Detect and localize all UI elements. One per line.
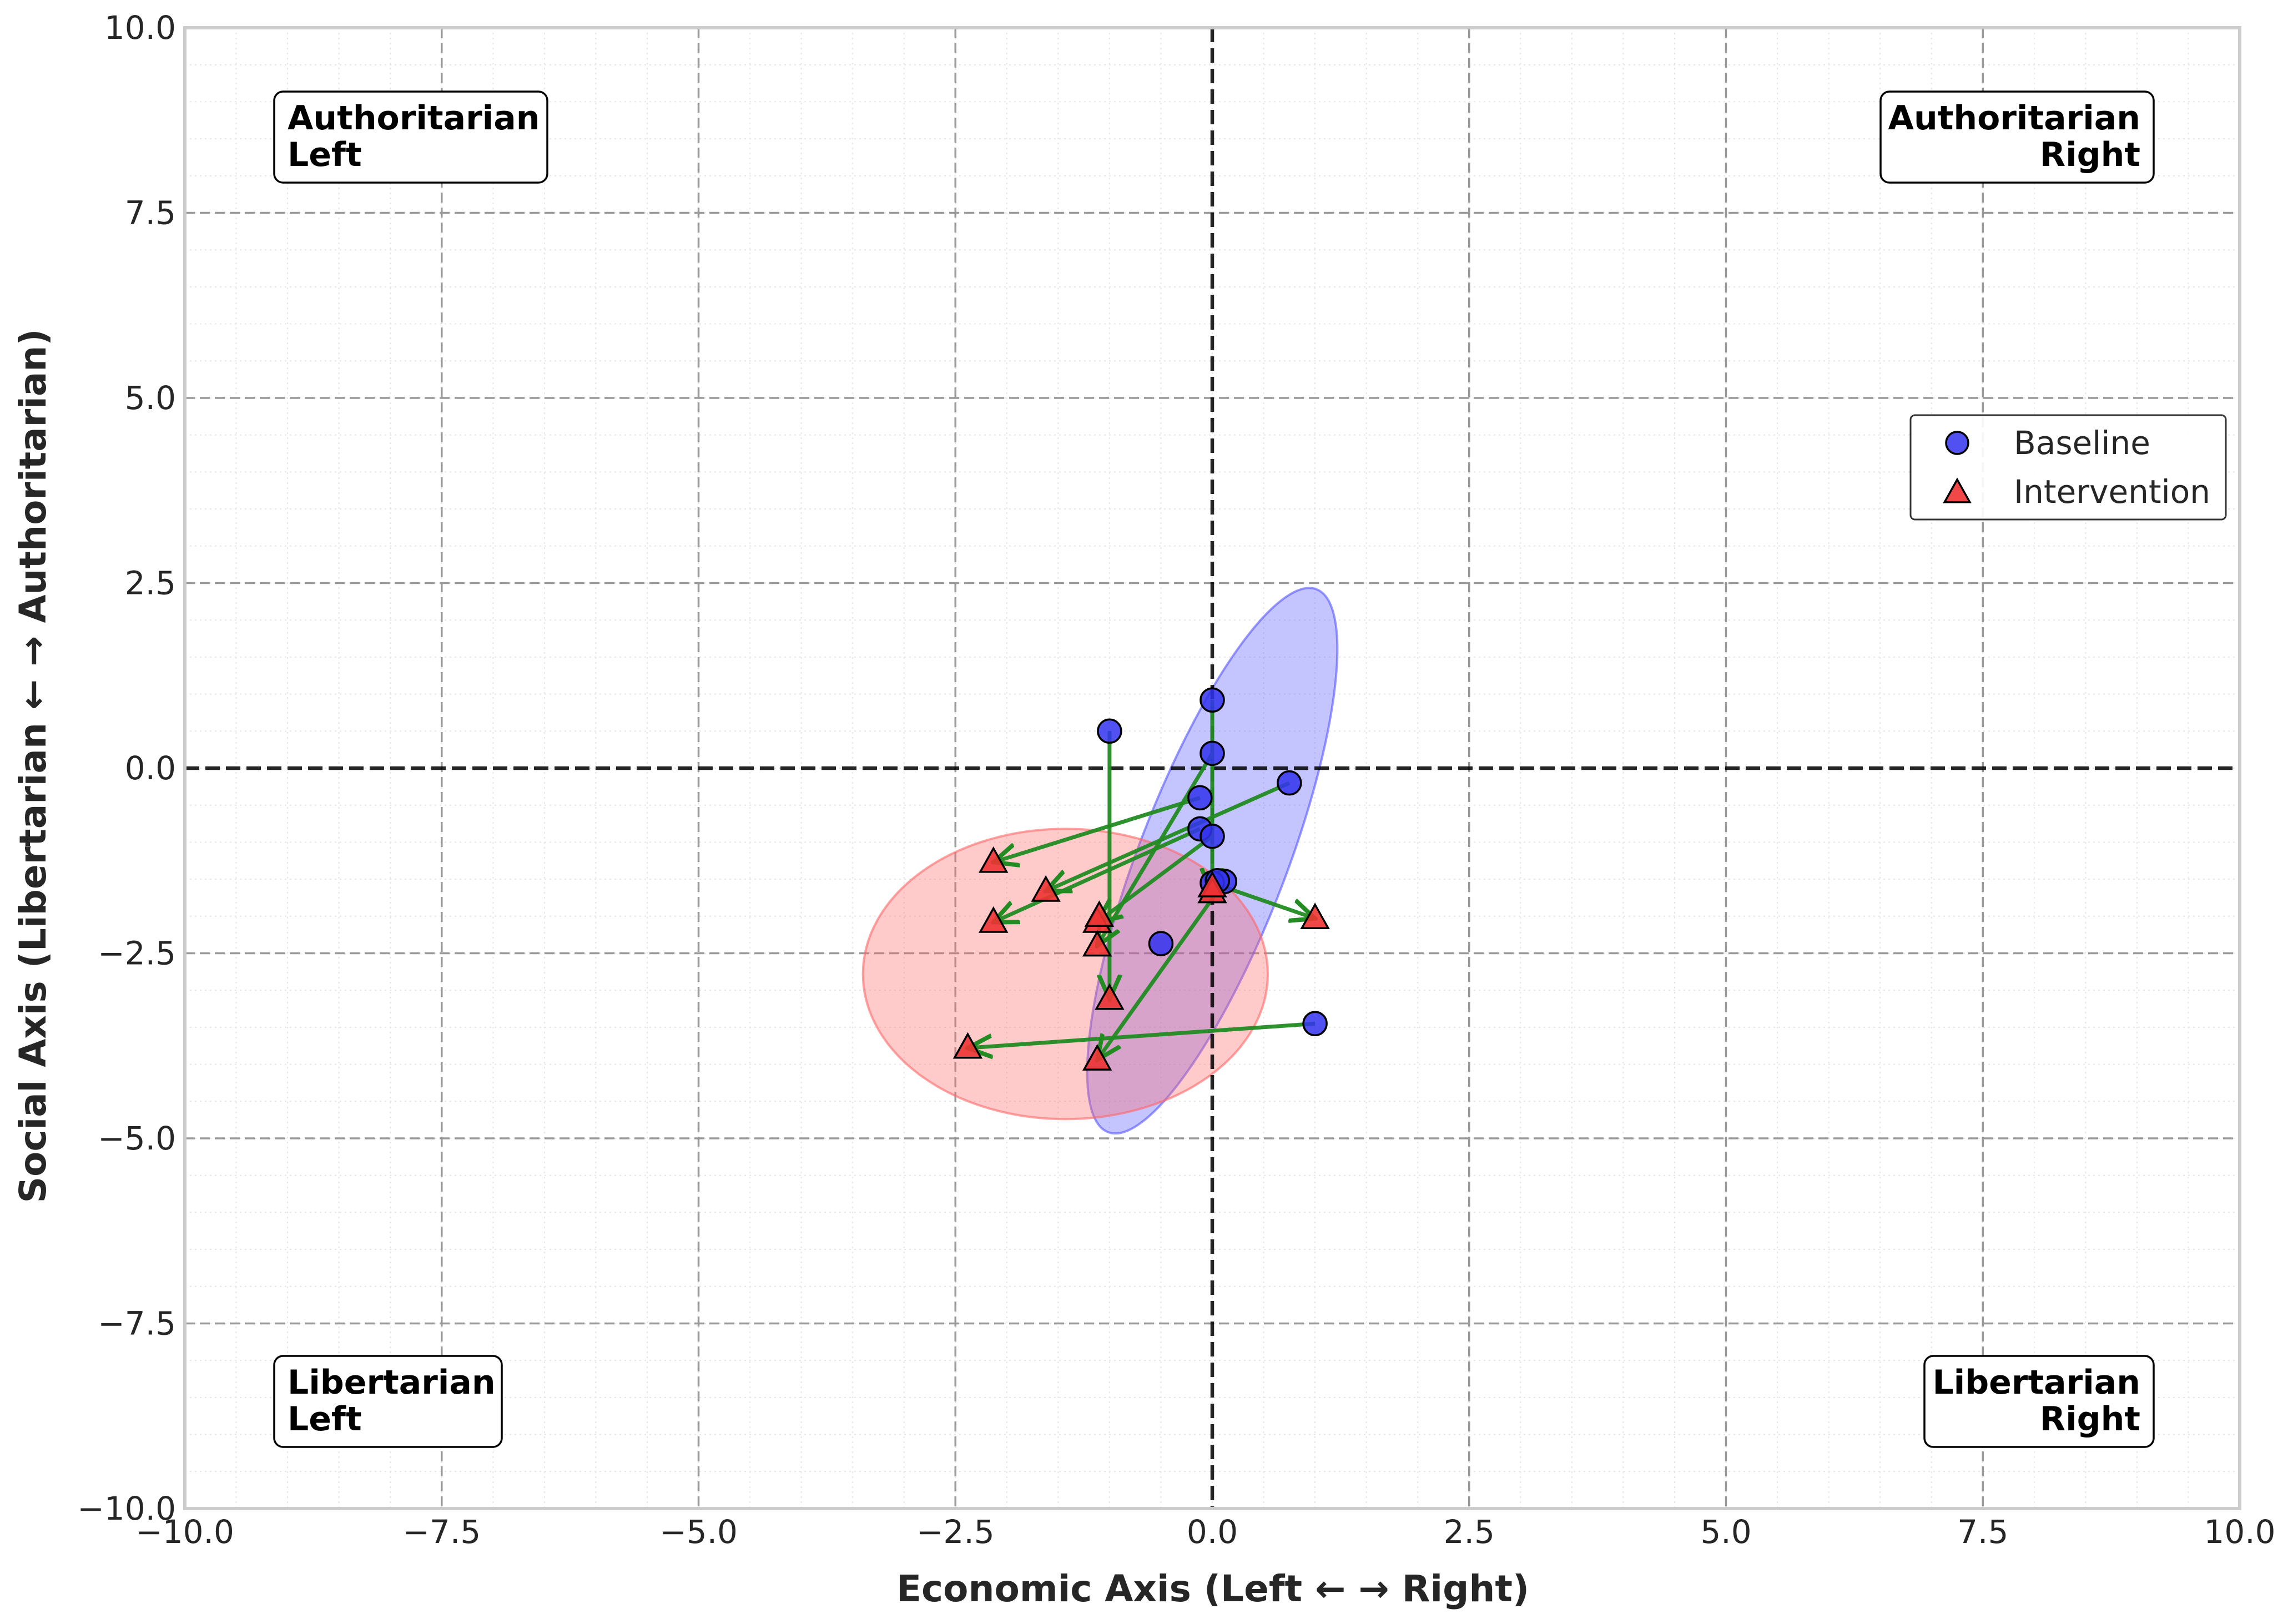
legend: Baseline Intervention bbox=[1909, 414, 2227, 521]
quadrant-label-libertarian-right-text: Libertarian bbox=[1932, 1363, 2140, 1402]
intervention-point bbox=[1300, 902, 1330, 930]
x-tick-label: 2.5 bbox=[1444, 1513, 1495, 1551]
shift-arrow bbox=[1046, 781, 1291, 891]
plot-frame bbox=[183, 26, 2241, 1510]
shift-arrow bbox=[994, 796, 1201, 862]
y-axis-title: Social Axis (Libertarian ← → Authoritari… bbox=[12, 329, 54, 1203]
y-tick-label: 2.5 bbox=[125, 564, 176, 602]
legend-label-intervention: Intervention bbox=[2014, 473, 2210, 511]
x-axis-title: Economic Axis (Left ← → Right) bbox=[896, 1567, 1529, 1610]
intervention-point bbox=[979, 906, 1009, 933]
baseline-point bbox=[1200, 687, 1225, 713]
quadrant-label-libertarian-right-text: Right bbox=[2040, 1400, 2140, 1439]
y-tick-label: 5.0 bbox=[125, 379, 176, 417]
x-tick-label: −2.5 bbox=[916, 1513, 995, 1551]
y-tick-label: −5.0 bbox=[98, 1119, 176, 1157]
legend-baseline-marker bbox=[1945, 431, 1969, 455]
baseline-point bbox=[1302, 1011, 1328, 1036]
intervention-point bbox=[1031, 875, 1061, 902]
baseline-point bbox=[1200, 823, 1225, 849]
quadrant-label-libertarian-left-text: Left bbox=[288, 1400, 362, 1439]
quadrant-label-libertarian-right-box bbox=[1923, 1355, 2155, 1448]
quadrant-label-authoritarian-right-box bbox=[1879, 90, 2155, 184]
x-tick-label: 7.5 bbox=[1957, 1513, 2008, 1551]
legend-box bbox=[1909, 414, 2227, 521]
x-tick-label: −7.5 bbox=[402, 1513, 481, 1551]
quadrant-label-authoritarian-left-box bbox=[273, 90, 548, 184]
intervention-point bbox=[1197, 870, 1227, 897]
x-tick-label: 5.0 bbox=[1700, 1513, 1751, 1551]
baseline-point bbox=[1277, 770, 1302, 796]
x-tick-label: 0.0 bbox=[1187, 1513, 1238, 1551]
legend-label-baseline: Baseline bbox=[2014, 424, 2150, 462]
quadrant-label-authoritarian-right-text: Authoritarian bbox=[1888, 99, 2140, 138]
baseline-point bbox=[1200, 740, 1225, 766]
y-tick-label: 0.0 bbox=[125, 749, 176, 787]
intervention-point bbox=[953, 1032, 983, 1059]
quadrant-label-libertarian-left-text: Libertarian bbox=[288, 1363, 496, 1402]
intervention-point bbox=[1084, 900, 1115, 927]
intervention-point bbox=[979, 846, 1009, 873]
quadrant-label-libertarian-left-box bbox=[273, 1355, 503, 1448]
shift-arrow bbox=[967, 1021, 1316, 1048]
baseline-point bbox=[1148, 931, 1174, 956]
shift-arrow bbox=[1097, 834, 1214, 922]
intervention-point bbox=[1082, 1044, 1112, 1071]
baseline-point bbox=[1097, 718, 1122, 744]
baseline-point bbox=[1187, 785, 1213, 811]
intervention-point bbox=[1095, 983, 1125, 1010]
y-tick-label: 7.5 bbox=[125, 194, 176, 232]
legend-intervention-marker bbox=[1943, 477, 1972, 503]
y-tick-label: −2.5 bbox=[98, 935, 176, 972]
shift-arrow bbox=[1097, 880, 1227, 1060]
x-tick-label: −5.0 bbox=[659, 1513, 738, 1551]
intervention-point bbox=[1082, 930, 1112, 957]
shift-arrow bbox=[994, 827, 1201, 922]
x-tick-label: −10.0 bbox=[135, 1513, 234, 1551]
y-tick-label: 10.0 bbox=[104, 9, 176, 47]
quadrant-label-authoritarian-left-text: Left bbox=[288, 135, 362, 174]
quadrant-label-authoritarian-left-text: Authoritarian bbox=[288, 99, 540, 138]
y-tick-label: −10.0 bbox=[77, 1490, 176, 1527]
y-tick-label: −7.5 bbox=[98, 1305, 176, 1343]
x-tick-label: 10.0 bbox=[2204, 1513, 2275, 1551]
quadrant-label-authoritarian-right-text: Right bbox=[2040, 135, 2140, 174]
